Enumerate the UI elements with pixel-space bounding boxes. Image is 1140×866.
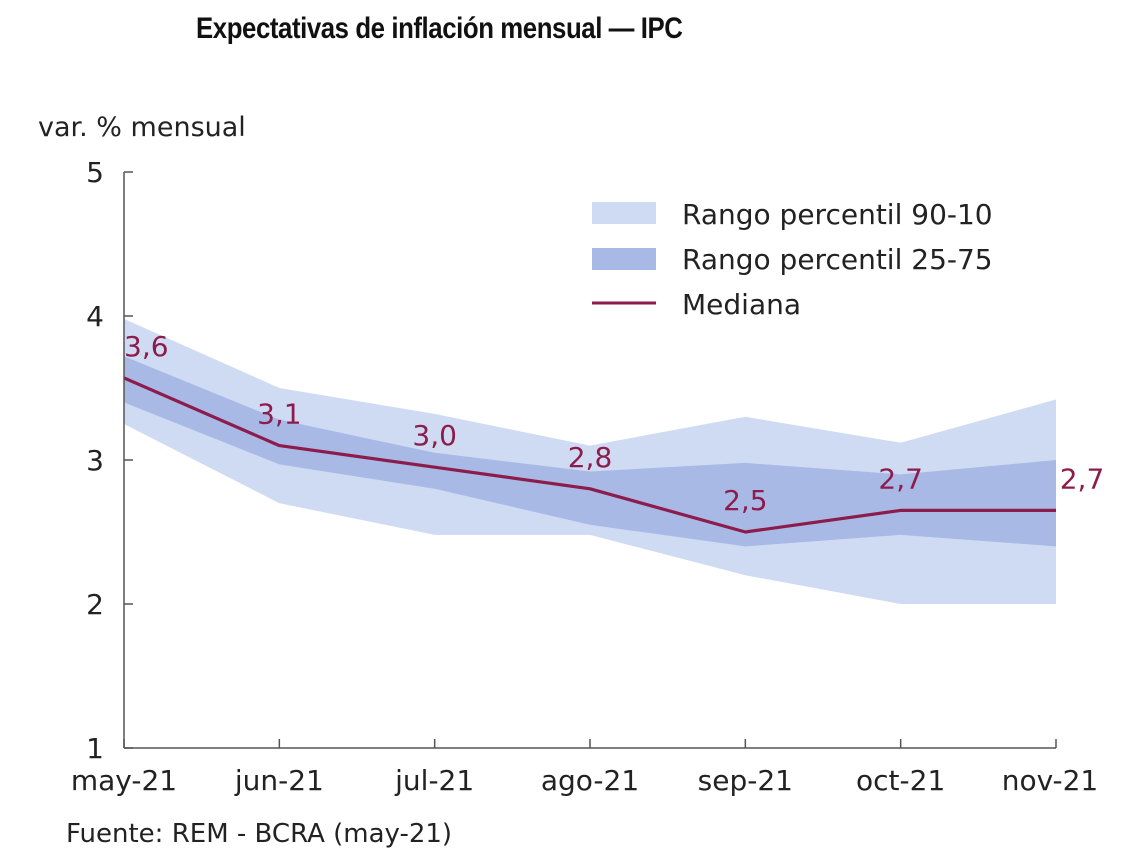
data-labels-layer: 3,6 3,1 3,0 2,8 2,5 2,7 2,7: [124, 330, 1104, 517]
x-tick-label-jul-21: jul-21: [394, 764, 474, 797]
median-line-layer: [123, 376, 1056, 534]
chart-title: Expectativas de inflación mensual — IPC: [196, 12, 683, 45]
legend-swatch-percentil-25-75: [592, 248, 656, 270]
bands-layer: [124, 318, 1056, 604]
y-tick-label-1: 1: [86, 732, 104, 765]
data-label-nov-21: 2,7: [1060, 462, 1105, 495]
y-tick-label-5: 5: [86, 156, 104, 189]
y-axis-label: var. % mensual: [38, 112, 246, 143]
x-tick-label-sep-21: sep-21: [698, 764, 793, 797]
legend-label-percentil-90-10: Rango percentil 90-10: [682, 198, 993, 231]
x-tick-label-jun-21: jun-21: [234, 764, 324, 797]
legend-label-mediana: Mediana: [682, 288, 801, 321]
x-tick-label-ago-21: ago-21: [541, 764, 639, 797]
data-label-jul-21: 3,0: [412, 419, 457, 452]
x-tick-label-nov-21: nov-21: [1002, 764, 1098, 797]
source-note: Fuente: REM - BCRA (may-21): [66, 819, 452, 849]
axes-layer: 1 2 3 4 5 may-21 jun-21 jul-21 ago-21 sep-21 oct-2…: [71, 156, 1098, 797]
legend: Rango percentil 90-10 Rango percentil 25…: [592, 198, 993, 321]
x-tick-label-oct-21: oct-21: [856, 764, 945, 797]
data-label-may-21: 3,6: [124, 330, 169, 363]
data-label-ago-21: 2,8: [568, 441, 613, 474]
x-tick-label-may-21: may-21: [71, 764, 177, 797]
y-tick-label-3: 3: [86, 444, 104, 477]
data-label-oct-21: 2,7: [878, 462, 923, 495]
band-rango-percentil-25-75: [124, 356, 1056, 547]
median-line: [123, 376, 1056, 534]
legend-swatch-percentil-90-10: [592, 202, 656, 224]
y-tick-label-2: 2: [86, 588, 104, 621]
data-label-sep-21: 2,5: [723, 484, 768, 517]
legend-label-percentil-25-75: Rango percentil 25-75: [682, 243, 993, 276]
y-tick-label-4: 4: [86, 300, 104, 333]
data-label-jun-21: 3,1: [257, 398, 302, 431]
